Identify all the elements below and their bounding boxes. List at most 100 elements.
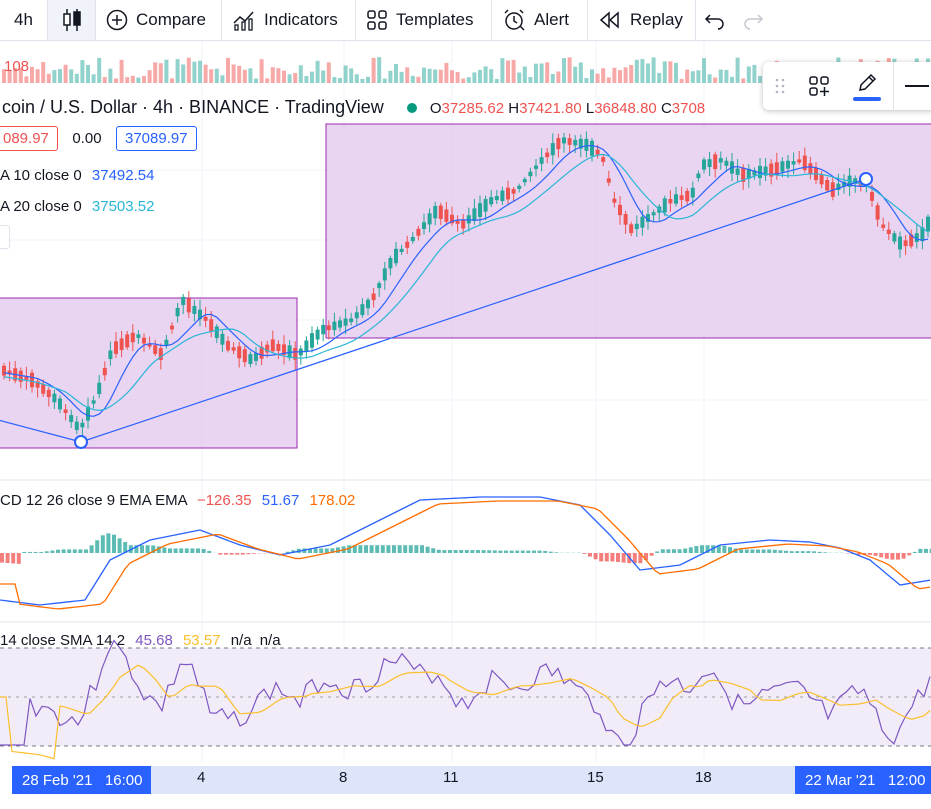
macd-histogram-bar bbox=[912, 551, 917, 553]
volume-bar bbox=[478, 69, 482, 83]
rectangle-drawing-right[interactable] bbox=[325, 123, 931, 339]
volume-bar bbox=[231, 64, 236, 83]
compare-button[interactable]: Compare bbox=[96, 0, 222, 40]
volume-bar bbox=[30, 66, 34, 83]
volume-bar bbox=[427, 68, 432, 83]
templates-button[interactable]: Templates bbox=[356, 0, 492, 40]
macd-histogram-bar bbox=[364, 545, 368, 553]
candle-body bbox=[360, 304, 365, 316]
candle-body bbox=[282, 344, 286, 355]
candle-body bbox=[293, 348, 298, 360]
volume-bar bbox=[517, 72, 522, 83]
compare-label: Compare bbox=[136, 10, 206, 29]
volume-bar bbox=[125, 77, 130, 83]
replay-button[interactable]: Replay bbox=[588, 0, 696, 40]
volume-bar bbox=[46, 73, 51, 83]
legend-collapse-button[interactable] bbox=[0, 225, 10, 249]
volume-bar bbox=[332, 77, 337, 83]
candles-style-button[interactable] bbox=[48, 0, 96, 40]
sell-price-box[interactable]: 089.97 bbox=[0, 126, 58, 151]
macd-histogram-bar bbox=[285, 551, 290, 553]
macd-histogram-bar bbox=[716, 545, 721, 553]
volume-bar bbox=[69, 69, 74, 83]
candle-body bbox=[455, 220, 460, 224]
candle-body bbox=[506, 187, 510, 200]
macd-histogram-bar bbox=[918, 548, 923, 553]
macd-histogram-bar bbox=[156, 546, 161, 553]
volume-bar bbox=[186, 57, 191, 83]
macd-histogram-bar bbox=[352, 545, 357, 553]
macd-histogram-bar bbox=[778, 550, 783, 553]
volume-bar bbox=[360, 78, 365, 83]
candle-body bbox=[461, 219, 466, 229]
candle-body bbox=[192, 305, 197, 314]
volume-bar bbox=[7, 69, 12, 83]
volume-bar bbox=[522, 66, 527, 83]
macd-histogram-bar bbox=[739, 549, 744, 553]
candle-body bbox=[550, 143, 555, 156]
symbol-title[interactable]: coin / U.S. Dollar · 4h · BINANCE · Trad… bbox=[2, 97, 384, 117]
volume-bar bbox=[578, 62, 583, 83]
macd-histogram-bar bbox=[218, 553, 223, 555]
macd-legend[interactable]: CD 12 26 close 9 EMA EMA −126.35 51.67 1… bbox=[0, 492, 356, 509]
drag-handle[interactable] bbox=[763, 62, 797, 110]
macd-histogram-bar bbox=[907, 553, 912, 556]
macd-histogram-bar bbox=[56, 549, 60, 553]
candle-body bbox=[399, 248, 404, 252]
macd-histogram-bar bbox=[380, 545, 385, 553]
macd-histogram-bar bbox=[145, 545, 150, 553]
undo-button[interactable] bbox=[696, 0, 734, 40]
volume-bar bbox=[86, 64, 90, 83]
trend-line-anchor-left[interactable] bbox=[74, 435, 88, 449]
line-width-button[interactable] bbox=[893, 62, 931, 110]
pencil-icon bbox=[859, 73, 877, 91]
plus-circle-icon bbox=[106, 9, 128, 31]
macd-histogram-bar bbox=[929, 548, 931, 553]
rsi-legend[interactable]: 14 close SMA 14 2 45.68 53.57 n/a n/a bbox=[0, 632, 281, 649]
macd-histogram-bar bbox=[470, 550, 475, 553]
macd-histogram-bar bbox=[492, 550, 497, 553]
volume-bar bbox=[472, 72, 477, 83]
redo-button[interactable] bbox=[734, 0, 774, 40]
trend-line[interactable] bbox=[0, 178, 867, 443]
candle-body bbox=[836, 183, 841, 190]
macd-histogram-bar bbox=[683, 548, 688, 553]
candle-body bbox=[584, 138, 589, 151]
rectangle-drawing-left[interactable] bbox=[0, 297, 298, 449]
candle-body bbox=[909, 234, 914, 247]
macd-histogram-bar bbox=[884, 553, 889, 559]
alert-button[interactable]: Alert bbox=[492, 0, 588, 40]
candle-body bbox=[842, 181, 846, 187]
candle-body bbox=[366, 299, 370, 309]
macd-histogram-bar bbox=[39, 551, 44, 553]
volume-bar bbox=[310, 71, 314, 83]
candle-body bbox=[511, 189, 516, 194]
indicators-icon bbox=[233, 11, 254, 31]
volume-bar bbox=[108, 68, 113, 83]
time-axis[interactable]: 28 Feb '21 16:00 4 8 11 15 18 22 Mar '21… bbox=[0, 763, 931, 794]
macd-histogram-bar bbox=[649, 553, 654, 556]
candle-body bbox=[786, 160, 790, 169]
macd-histogram-bar bbox=[358, 545, 363, 553]
macd-histogram-bar bbox=[84, 549, 88, 553]
templates-drawing-button[interactable] bbox=[797, 62, 841, 110]
indicators-button[interactable]: Indicators bbox=[222, 0, 356, 40]
ema10-legend[interactable]: A 10 close 0 37492.54 bbox=[0, 167, 155, 184]
chart-canvas[interactable] bbox=[0, 41, 931, 763]
candle-body bbox=[433, 205, 438, 219]
volume-bar bbox=[2, 69, 6, 83]
interval-button[interactable]: 4h bbox=[0, 0, 48, 40]
trend-line-anchor-right[interactable] bbox=[859, 172, 873, 186]
macd-histogram-bar bbox=[593, 553, 598, 560]
volume-bar bbox=[668, 61, 673, 83]
buy-price-box[interactable]: 37089.97 bbox=[116, 126, 197, 151]
macd-histogram-bar bbox=[173, 548, 178, 553]
macd-histogram-bar bbox=[151, 545, 156, 553]
chart-area[interactable]: 108 coin / U.S. Dollar · 4h · BINANCE · … bbox=[0, 41, 931, 809]
macd-histogram-bar bbox=[50, 550, 55, 553]
volume-bar bbox=[405, 67, 410, 83]
time-tick: 18 bbox=[695, 769, 712, 786]
line-color-button[interactable] bbox=[841, 62, 893, 110]
ema20-legend[interactable]: A 20 close 0 37503.52 bbox=[0, 198, 155, 215]
macd-histogram-bar bbox=[823, 552, 828, 553]
